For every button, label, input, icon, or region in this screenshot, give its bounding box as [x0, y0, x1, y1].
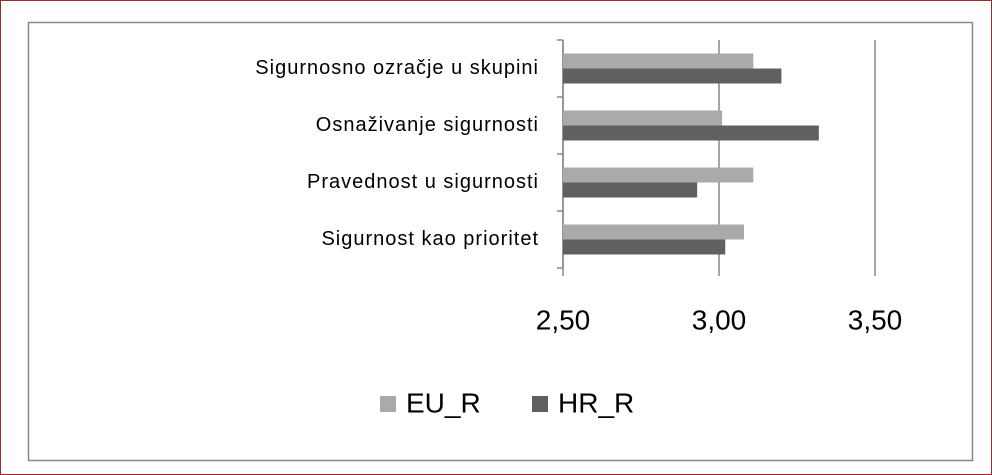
bar: [563, 125, 819, 141]
bar: [563, 68, 782, 84]
y-tick-label: Pravednost u sigurnosti: [307, 171, 539, 193]
y-tick-label: Sigurnosno ozračje u skupini: [255, 57, 539, 79]
bar: [563, 224, 744, 240]
chart-border: [27, 21, 974, 462]
x-tick-label: 2,50: [536, 304, 591, 335]
bar: [563, 110, 723, 126]
bar: [563, 182, 698, 198]
legend-label: EU_R: [406, 387, 481, 418]
x-tick-label: 3,00: [692, 304, 747, 335]
bar: [563, 53, 754, 69]
bar: [563, 239, 726, 255]
y-tick-label: Osnaživanje sigurnosti: [316, 114, 539, 136]
legend-swatch: [380, 396, 396, 412]
legend-swatch: [532, 396, 548, 412]
y-tick-label: Sigurnost kao prioritet: [321, 228, 539, 250]
legend-label: HR_R: [558, 387, 634, 418]
x-tick-label: 3,50: [848, 304, 903, 335]
bar: [563, 167, 754, 183]
